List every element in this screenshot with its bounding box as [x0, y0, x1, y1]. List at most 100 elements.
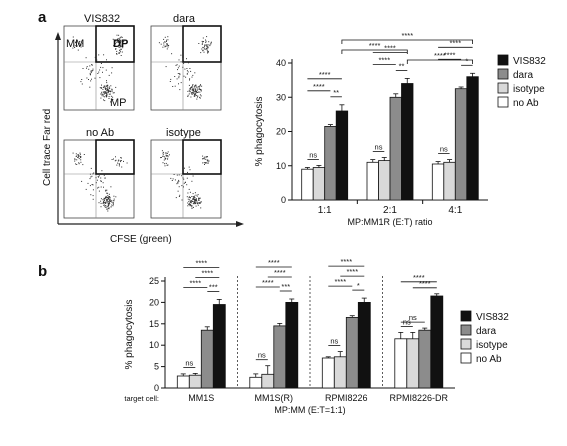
- scatter-dot: [177, 190, 179, 192]
- scatter-dot: [199, 97, 201, 99]
- scatter-dot: [115, 48, 117, 50]
- scatter-dot: [209, 45, 211, 47]
- scatter-dot: [111, 200, 113, 202]
- significance-label: *: [357, 281, 360, 290]
- scatter-dot: [164, 46, 166, 48]
- scatter-dot: [117, 41, 119, 43]
- panel-b-label: b: [38, 263, 47, 280]
- flow-plot: [150, 139, 222, 219]
- scatter-dot: [206, 156, 207, 158]
- scatter-dot: [165, 45, 167, 47]
- significance-label: *: [465, 56, 468, 65]
- scatter-dot: [178, 174, 180, 176]
- scatter-dot: [98, 186, 100, 188]
- significance-label: ****: [195, 258, 207, 267]
- scatter-dot: [177, 182, 179, 184]
- scatter-dot: [113, 195, 115, 197]
- scatter-dot: [111, 72, 113, 74]
- scatter-dot: [205, 39, 206, 41]
- scatter-dot: [189, 91, 191, 93]
- scatter-dot: [85, 188, 87, 190]
- scatter-dot: [180, 61, 182, 63]
- scatter-dot: [199, 85, 201, 87]
- scatter-dot: [105, 201, 107, 203]
- scatter-dot: [106, 197, 108, 199]
- scatter-dot: [91, 64, 92, 66]
- legend-label: no Ab: [476, 354, 502, 365]
- dp-gate: [182, 139, 222, 175]
- scatter-dot: [190, 204, 192, 206]
- scatter-dot: [89, 65, 91, 67]
- scatter-dot: [196, 89, 198, 91]
- scatter-dot: [111, 67, 113, 69]
- scatter-dot: [195, 88, 197, 90]
- legend-swatch: [460, 324, 472, 336]
- scatter-dot: [195, 90, 197, 92]
- scatter-dot: [199, 94, 201, 96]
- scatter-dot: [189, 205, 191, 207]
- scatter-dot: [102, 182, 104, 184]
- scatter-dot: [179, 89, 181, 91]
- scatter-dot: [190, 205, 192, 207]
- scatter-dot: [110, 206, 112, 208]
- scatter-dot: [120, 157, 122, 159]
- scatter-dot: [179, 194, 181, 196]
- scatter-dot: [194, 89, 196, 91]
- scatter-dot: [196, 91, 197, 92]
- scatter-dot: [189, 199, 191, 201]
- scatter-dot: [81, 79, 83, 80]
- scatter-dot: [105, 202, 106, 204]
- scatter-dot: [79, 152, 81, 154]
- scatter-dot: [99, 87, 101, 89]
- scatter-dot: [72, 36, 74, 38]
- scatter-dot: [113, 203, 114, 205]
- scatter-dot: [165, 158, 167, 159]
- category-label: 4:1: [448, 205, 462, 216]
- scatter-dot: [180, 82, 182, 84]
- dp-gate: [95, 139, 135, 175]
- scatter-dot: [80, 156, 82, 158]
- scatter-dot: [195, 86, 197, 88]
- scatter-dot: [120, 160, 122, 161]
- scatter-dot: [101, 84, 102, 86]
- scatter-dot: [202, 155, 204, 157]
- significance-label: ****: [201, 268, 213, 277]
- scatter-dot: [169, 81, 171, 82]
- scatter-dot: [105, 89, 107, 91]
- scatter-dot: [105, 190, 107, 192]
- scatter-dot: [103, 204, 105, 206]
- scatter-dot: [191, 196, 193, 197]
- scatter-dot: [100, 177, 102, 179]
- scatter-dot: [163, 156, 165, 157]
- scatter-dot: [167, 43, 168, 45]
- scatter-dot: [198, 88, 200, 90]
- bar: [418, 329, 432, 389]
- bar: [301, 168, 314, 201]
- scatter-dot: [178, 59, 180, 61]
- scatter-dot: [204, 162, 206, 164]
- scatter-dot: [104, 197, 106, 199]
- scatter-dot: [97, 176, 99, 178]
- scatter-dot: [72, 39, 74, 41]
- scatter-dot: [186, 184, 188, 186]
- scatter-dot: [100, 97, 102, 99]
- scatter-dot: [196, 200, 198, 202]
- scatter-dot: [121, 166, 123, 168]
- scatter-dot: [101, 91, 103, 93]
- scatter-dot: [165, 66, 167, 68]
- scatter-dot: [178, 65, 180, 67]
- scatter-dot: [163, 38, 165, 40]
- scatter-dot: [198, 202, 200, 204]
- y-tick-label: 25: [149, 276, 159, 286]
- scatter-dot: [77, 154, 79, 156]
- cross-significance-bracket: [406, 59, 473, 64]
- scatter-dot: [200, 89, 202, 91]
- scatter-dot: [106, 85, 108, 87]
- scatter-dot: [116, 53, 118, 54]
- scatter-dot: [189, 88, 191, 90]
- scatter-dot: [110, 91, 111, 93]
- scatter-dot: [207, 162, 209, 164]
- scatter-dot: [116, 53, 118, 55]
- significance-label: ns: [409, 313, 417, 322]
- significance-label: **: [333, 88, 339, 97]
